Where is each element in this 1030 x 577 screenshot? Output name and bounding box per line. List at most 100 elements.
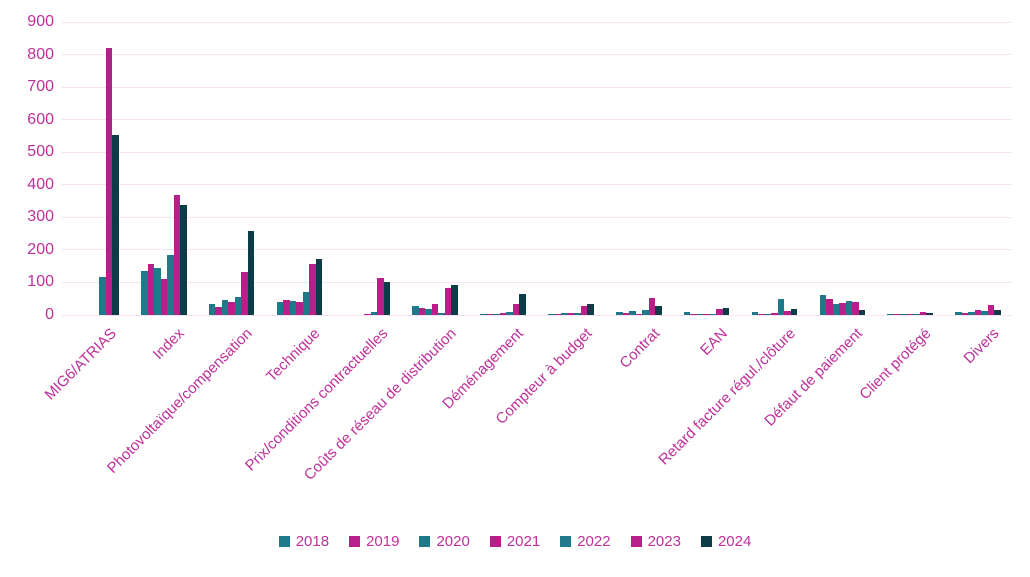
legend-swatch — [489, 536, 501, 547]
category-label: Divers — [960, 325, 1003, 368]
bar-2019 — [554, 314, 562, 315]
gridline — [62, 54, 1012, 56]
bar-2018 — [751, 312, 759, 315]
bar-2023 — [648, 297, 656, 315]
legend-label: 2022 — [577, 533, 611, 550]
bar-2018 — [683, 312, 691, 315]
bar-2018 — [208, 304, 216, 315]
bar-2021 — [364, 314, 371, 315]
category-label: Coûts de réseau de distribution — [300, 325, 460, 484]
bar-2024 — [587, 304, 594, 315]
category-label: Index — [149, 325, 188, 363]
legend-item-2020: 2020 — [419, 533, 470, 550]
bar-2022 — [167, 254, 174, 315]
bar-2022 — [370, 312, 378, 315]
bar-2022 — [234, 296, 242, 315]
bar-2021 — [160, 279, 168, 315]
bar-2022 — [913, 314, 920, 315]
category-label: EAN — [696, 325, 731, 359]
bar-2020 — [764, 313, 772, 315]
bar-2022 — [99, 276, 106, 315]
bar-2023 — [444, 288, 452, 315]
bar-2021 — [839, 302, 846, 315]
legend-swatch — [630, 536, 642, 547]
bar-2020 — [968, 311, 975, 315]
bar-2022 — [777, 299, 785, 315]
bar-2020 — [221, 300, 229, 315]
bar-group — [673, 22, 741, 315]
legend: 2018 2019 2020 2021 2022 2023 2024 — [0, 533, 1030, 550]
gridline — [62, 314, 1012, 316]
bar-2018 — [819, 294, 827, 315]
bar-2020 — [425, 308, 432, 315]
bar-2021 — [567, 312, 575, 315]
bar-2018 — [955, 312, 962, 315]
bar-2019 — [826, 299, 833, 315]
bar-2022 — [981, 311, 988, 315]
legend-label: 2018 — [295, 533, 330, 550]
category-label: Retard facture régul./clôture — [655, 325, 799, 469]
bar-2021 — [906, 314, 914, 315]
bar-group — [537, 22, 605, 315]
bar-group — [876, 22, 944, 315]
bar-2021 — [635, 313, 643, 315]
category-label: Contrat — [616, 325, 663, 372]
category-label: Photovoltaïque/compensation — [103, 325, 256, 477]
bar-2024 — [994, 310, 1001, 315]
bar-2021 — [499, 313, 507, 315]
gridline — [62, 151, 1012, 153]
gridline — [62, 86, 1012, 88]
bar-2019 — [418, 307, 426, 315]
gridline — [62, 119, 1012, 121]
bar-2023 — [512, 304, 520, 315]
bar-2024 — [247, 231, 255, 315]
bar-2022 — [709, 314, 717, 315]
bar-2019 — [283, 300, 290, 315]
bar-2022 — [845, 301, 853, 315]
bar-2018 — [412, 305, 419, 315]
bar-2022 — [506, 312, 513, 315]
gridline — [62, 249, 1012, 251]
bar-2024 — [926, 313, 933, 315]
bar-2024 — [655, 305, 662, 315]
bar-2023 — [716, 309, 723, 315]
bar-2023 — [377, 277, 384, 315]
gridline — [62, 216, 1012, 218]
bar-2019 — [622, 312, 630, 315]
bar-2018 — [887, 314, 894, 315]
bar-group — [808, 22, 876, 315]
bar-2019 — [961, 313, 969, 315]
bar-2018 — [616, 312, 623, 315]
legend-label: 2023 — [647, 533, 681, 550]
bar-group — [333, 22, 401, 315]
bar-2023 — [309, 263, 316, 315]
y-axis-tick-label: 300 — [27, 208, 54, 226]
bar-2020 — [493, 313, 500, 315]
bar-2020 — [154, 268, 161, 315]
bar-2023 — [241, 271, 248, 315]
bar-2022 — [438, 313, 445, 315]
y-axis-tick-label: 600 — [27, 110, 54, 128]
legend-label: 2019 — [366, 533, 400, 550]
bar-2020 — [629, 311, 636, 315]
legend-label: 2021 — [506, 533, 541, 550]
bar-group — [944, 22, 1012, 315]
bar-2024 — [180, 204, 187, 315]
bar-2024 — [790, 309, 798, 315]
bar-2024 — [383, 282, 391, 315]
bar-group — [62, 22, 130, 315]
legend-swatch — [560, 536, 572, 547]
bar-2023 — [919, 311, 927, 315]
bar-2019 — [758, 314, 765, 315]
bar-group — [130, 22, 198, 315]
bar-2021 — [771, 313, 778, 315]
bar-2022 — [642, 309, 649, 315]
category-label: Client protégé — [856, 325, 935, 404]
bar-2023 — [580, 305, 588, 315]
legend-item-2023: 2023 — [630, 533, 681, 550]
bar-2024 — [112, 135, 119, 315]
bar-2020 — [696, 314, 704, 315]
bar-2021 — [228, 301, 235, 315]
legend-label: 2020 — [436, 533, 470, 550]
